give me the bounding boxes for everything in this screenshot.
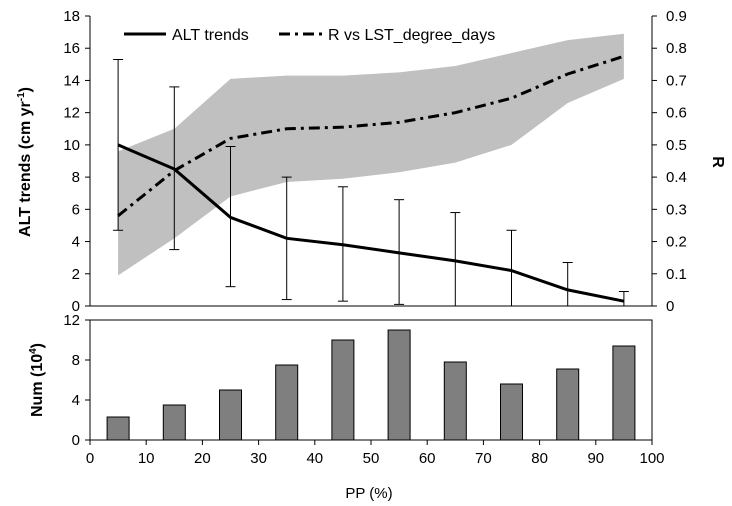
left-y-tick-label: 4	[72, 234, 80, 251]
left-y-tick-label: 6	[72, 201, 80, 218]
x-tick-label: 80	[531, 450, 548, 467]
left-y-tick-label: 2	[72, 266, 80, 283]
right-y-tick-label: 0.3	[666, 201, 687, 218]
left-y-ticks: 0 2 4 6 8 10 12 14 16 18	[63, 8, 90, 315]
right-y-tick-label: 0.9	[666, 8, 687, 25]
bottom-y-tick-label: 12	[63, 312, 80, 329]
bottom-y-tick-label: 0	[72, 432, 80, 449]
left-y-axis-label-sup: -1	[16, 92, 27, 101]
bars	[106, 329, 636, 441]
bottom-y-tick-label: 4	[72, 392, 80, 409]
legend-label-alt: ALT trends	[172, 27, 249, 44]
bottom-y-axis-label-sup: 4	[28, 348, 39, 354]
bottom-y-ticks: 0 4 8 12	[63, 312, 90, 449]
alt-trends-line	[117, 143, 625, 303]
left-y-tick-label: 14	[63, 72, 80, 89]
r-confidence-band	[118, 33, 624, 276]
bar	[556, 368, 580, 441]
x-tick-label: 70	[475, 450, 492, 467]
bottom-y-axis-label-close: )	[29, 343, 46, 348]
bottom-y-tick-label: 8	[72, 352, 80, 369]
bar	[612, 345, 636, 441]
x-tick-label: 30	[250, 450, 267, 467]
bar	[331, 339, 355, 441]
left-y-tick-label: 16	[63, 40, 80, 57]
bar	[500, 383, 523, 441]
x-tick-label: 0	[86, 450, 94, 467]
x-tick-label: 50	[363, 450, 380, 467]
x-axis-label: PP (%)	[345, 485, 392, 502]
bottom-y-axis-label-text: Num (10	[29, 354, 46, 417]
x-tick-label: 90	[587, 450, 604, 467]
bar	[219, 389, 242, 441]
left-y-tick-label: 0	[72, 298, 80, 315]
right-y-tick-label: 0.5	[666, 137, 687, 154]
right-y-tick-label: 0.4	[666, 169, 687, 186]
top-frame	[89, 16, 653, 307]
r-line	[117, 54, 625, 217]
right-y-ticks: 0 0.1 0.2 0.3 0.4 0.5 0.6 0.7 0.8 0.9	[652, 8, 687, 315]
x-tick-label: 100	[639, 450, 664, 467]
bar	[106, 416, 130, 441]
bar	[387, 329, 411, 441]
right-y-tick-label: 0.7	[666, 72, 687, 89]
x-tick-label: 60	[419, 450, 436, 467]
left-y-tick-label: 10	[63, 137, 80, 154]
bar	[162, 404, 186, 441]
bar	[275, 364, 299, 441]
x-tick-label: 40	[306, 450, 323, 467]
left-y-tick-label: 18	[63, 8, 80, 25]
left-y-axis-label-text: ALT trends (cm yr	[17, 101, 34, 237]
right-y-tick-label: 0.8	[666, 40, 687, 57]
right-y-tick-label: 0.2	[666, 234, 687, 251]
x-tick-label: 20	[194, 450, 211, 467]
right-y-tick-label: 0	[666, 298, 674, 315]
right-y-tick-label: 0.6	[666, 105, 687, 122]
bar	[443, 361, 467, 441]
right-y-tick-label: 0.1	[666, 266, 687, 283]
left-y-axis-label: ALT trends (cm yr-1)	[16, 87, 34, 237]
left-y-tick-label: 12	[63, 105, 80, 122]
top-chart-panel: 0 2 4 6 8 10 12 14 16 18 0 0.1 0.2 0.3 0.4 0.5 0.6 0.7 0.…	[16, 8, 726, 315]
left-y-tick-label: 8	[72, 169, 80, 186]
x-ticks: 0 10 20 30 40 50 60 70 80 90 100	[86, 440, 665, 467]
legend: ALT trends R vs LST_degree_days	[124, 27, 495, 44]
right-y-axis-label: R	[709, 156, 726, 168]
bottom-y-axis-label: Num (104)	[28, 343, 46, 417]
left-y-axis-label-close: )	[17, 87, 34, 92]
legend-label-r: R vs LST_degree_days	[328, 27, 495, 44]
x-tick-label: 10	[138, 450, 155, 467]
